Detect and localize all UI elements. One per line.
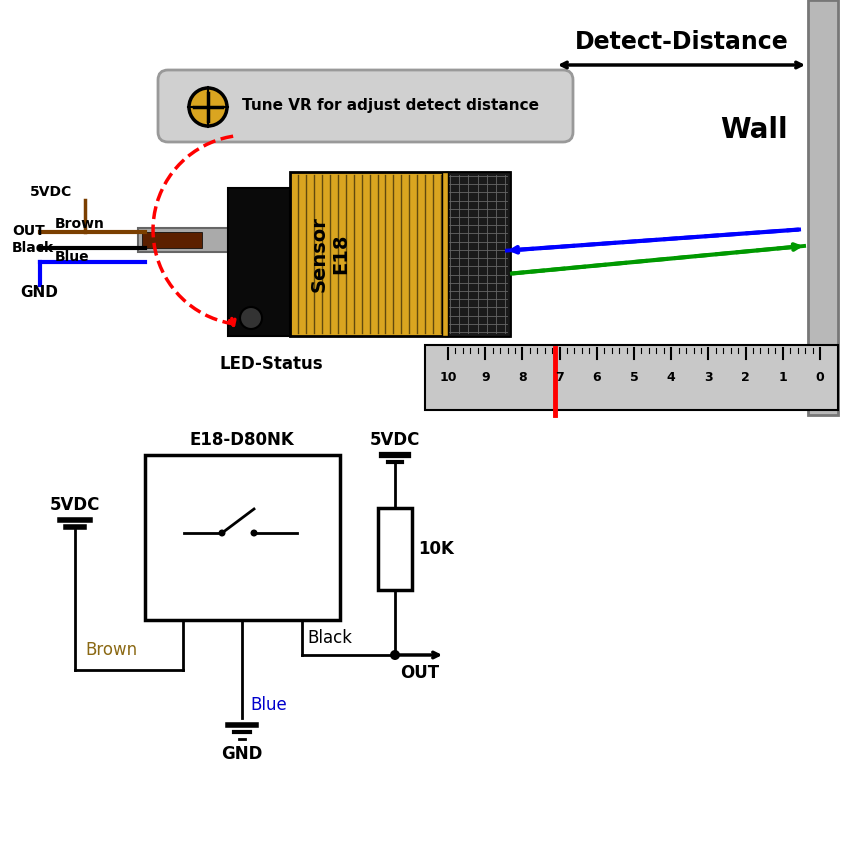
Text: GND: GND bbox=[221, 745, 263, 763]
Bar bbox=[808, 0, 838, 415]
Text: 10: 10 bbox=[440, 370, 456, 383]
Circle shape bbox=[219, 530, 226, 536]
Text: GND: GND bbox=[20, 285, 58, 300]
Text: 8: 8 bbox=[518, 370, 527, 383]
FancyBboxPatch shape bbox=[158, 70, 573, 142]
Bar bbox=[425, 345, 838, 410]
Text: 5VDC: 5VDC bbox=[370, 431, 420, 449]
Circle shape bbox=[240, 307, 262, 329]
Text: Detect-Distance: Detect-Distance bbox=[574, 30, 788, 54]
Text: OUT: OUT bbox=[401, 664, 440, 682]
Text: LED-Status: LED-Status bbox=[219, 355, 322, 373]
Bar bbox=[142, 232, 202, 248]
Text: Wall: Wall bbox=[721, 116, 788, 144]
Text: Tune VR for adjust detect distance: Tune VR for adjust detect distance bbox=[242, 98, 539, 113]
Text: 1: 1 bbox=[778, 370, 787, 383]
Text: Sensor
E18: Sensor E18 bbox=[310, 216, 350, 292]
Text: 5VDC: 5VDC bbox=[50, 496, 100, 514]
Text: 5VDC: 5VDC bbox=[30, 185, 72, 199]
Text: Black: Black bbox=[12, 241, 54, 255]
Text: 9: 9 bbox=[481, 370, 489, 383]
Bar bbox=[228, 188, 290, 336]
Text: E18-D80NK: E18-D80NK bbox=[189, 431, 295, 449]
Circle shape bbox=[251, 530, 258, 536]
Bar bbox=[445, 172, 510, 336]
Text: Black: Black bbox=[307, 629, 352, 647]
Text: 4: 4 bbox=[667, 370, 675, 383]
Text: 5: 5 bbox=[630, 370, 638, 383]
Text: 3: 3 bbox=[704, 370, 712, 383]
Bar bbox=[442, 172, 448, 336]
Text: 2: 2 bbox=[741, 370, 750, 383]
Text: Blue: Blue bbox=[250, 696, 287, 714]
Circle shape bbox=[189, 88, 227, 126]
Text: Brown: Brown bbox=[85, 641, 137, 659]
Bar bbox=[378, 508, 412, 590]
Text: 6: 6 bbox=[593, 370, 601, 383]
Text: OUT: OUT bbox=[12, 224, 45, 238]
Text: Blue: Blue bbox=[55, 250, 89, 264]
Bar bbox=[290, 172, 510, 336]
Text: 7: 7 bbox=[555, 370, 564, 383]
Text: 0: 0 bbox=[816, 370, 824, 383]
Circle shape bbox=[390, 650, 400, 660]
Text: 10K: 10K bbox=[418, 540, 454, 558]
Text: Brown: Brown bbox=[55, 217, 105, 231]
Bar bbox=[138, 228, 228, 252]
Bar bbox=[145, 455, 340, 620]
